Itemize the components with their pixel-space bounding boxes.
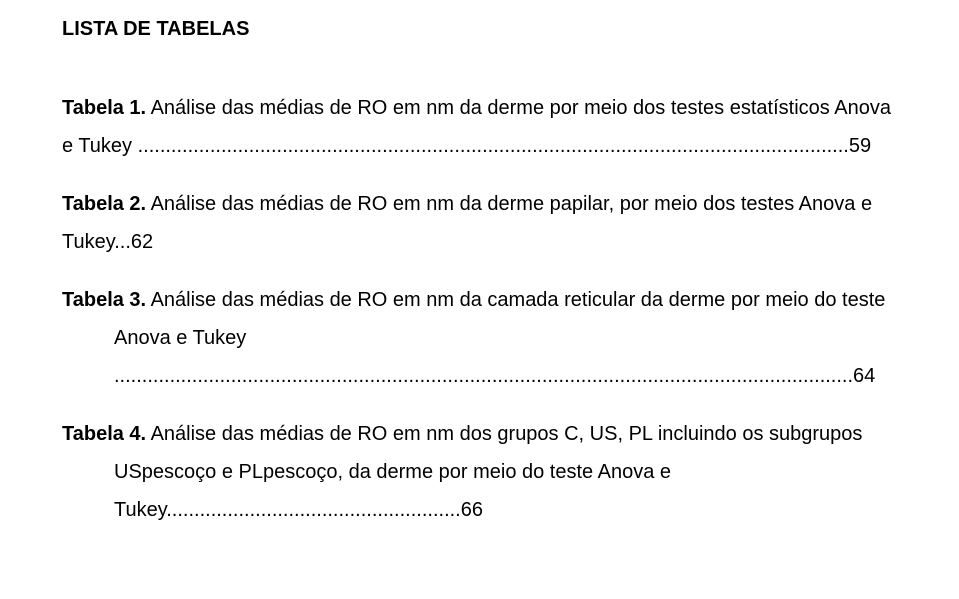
entry-text: Análise das médias de RO em nm da camada… [114, 289, 885, 387]
entry-label: Tabela 3. [62, 289, 146, 311]
list-item: Tabela 2. Análise das médias de RO em nm… [62, 185, 894, 261]
list-item: Tabela 3. Análise das médias de RO em nm… [62, 281, 894, 395]
list-item: Tabela 1. Análise das médias de RO em nm… [62, 89, 894, 165]
entry-label: Tabela 2. [62, 193, 146, 215]
entry-text: Análise das médias de RO em nm dos grupo… [114, 423, 862, 521]
entry-label: Tabela 4. [62, 423, 146, 445]
section-title: LISTA DE TABELAS [62, 18, 894, 41]
list-item: Tabela 4. Análise das médias de RO em nm… [62, 415, 894, 529]
page-container: LISTA DE TABELAS Tabela 1. Análise das m… [0, 0, 959, 569]
entry-text: Análise das médias de RO em nm da derme … [62, 193, 872, 253]
entry-label: Tabela 1. [62, 97, 146, 119]
entry-text: Análise das médias de RO em nm da derme … [62, 97, 891, 157]
